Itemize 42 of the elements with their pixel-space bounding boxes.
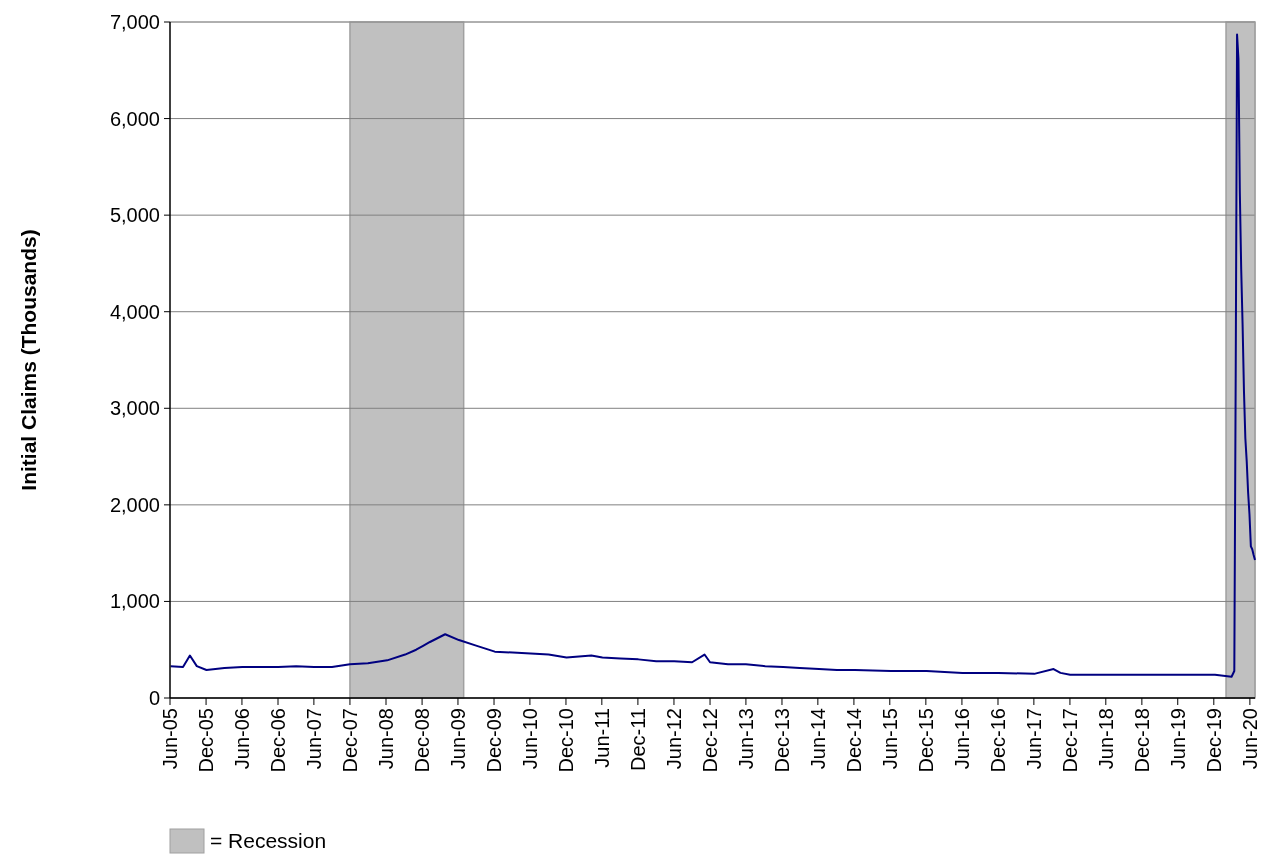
x-tick-label: Dec-07 [338, 708, 361, 773]
y-tick-label: 5,000 [109, 204, 160, 227]
legend-label: = Recession [210, 829, 327, 853]
x-tick-label: Dec-05 [195, 708, 218, 773]
x-tick-label: Jun-09 [446, 708, 469, 770]
x-tick-label: Dec-13 [770, 708, 793, 773]
y-tick-label: 7,000 [109, 11, 160, 33]
y-tick-label: 3,000 [109, 397, 160, 420]
x-tick-label: Jun-18 [1094, 708, 1117, 770]
x-tick-label: Jun-15 [878, 708, 901, 770]
x-tick-label: Dec-19 [1202, 708, 1225, 773]
x-tick-label: Jun-06 [230, 708, 253, 770]
x-tick-label: Jun-12 [662, 708, 685, 770]
y-tick-label: 1,000 [109, 590, 160, 613]
x-tick-label: Dec-10 [554, 708, 577, 773]
y-tick-label: 4,000 [109, 300, 160, 323]
x-tick-label: Dec-15 [914, 708, 937, 773]
x-tick-label: Dec-08 [411, 708, 434, 773]
x-tick-label: Dec-11 [626, 708, 649, 771]
x-tick-label: Jun-11 [590, 708, 613, 768]
x-tick-label: Jun-10 [518, 708, 541, 770]
line-series [169, 33, 1256, 678]
y-tick-label: 2,000 [109, 493, 160, 516]
x-tick-label: Jun-05 [159, 708, 181, 770]
x-tick-label: Jun-07 [302, 708, 325, 770]
y-tick-label: 6,000 [109, 107, 160, 130]
x-tick-label: Dec-16 [986, 708, 1009, 773]
x-tick-label: Jun-14 [806, 708, 829, 770]
x-tick-label: Jun-13 [734, 708, 757, 770]
x-tick-label: Jun-17 [1022, 708, 1045, 770]
x-tick-label: Dec-06 [267, 708, 290, 773]
x-tick-label: Dec-18 [1130, 708, 1153, 773]
x-tick-label: Dec-14 [842, 708, 865, 773]
x-tick-label: Jun-19 [1166, 708, 1189, 770]
x-tick-label: Jun-08 [375, 708, 398, 770]
x-tick-label: Dec-09 [483, 708, 506, 773]
y-axis-title: Initial Claims (Thousands) [17, 229, 40, 491]
x-tick-label: Jun-20 [1238, 708, 1261, 770]
x-tick-label: Dec-17 [1058, 708, 1081, 773]
y-tick-label: 0 [148, 687, 160, 709]
x-tick-label: Dec-12 [699, 708, 722, 773]
x-tick-label: Jun-16 [950, 708, 973, 770]
